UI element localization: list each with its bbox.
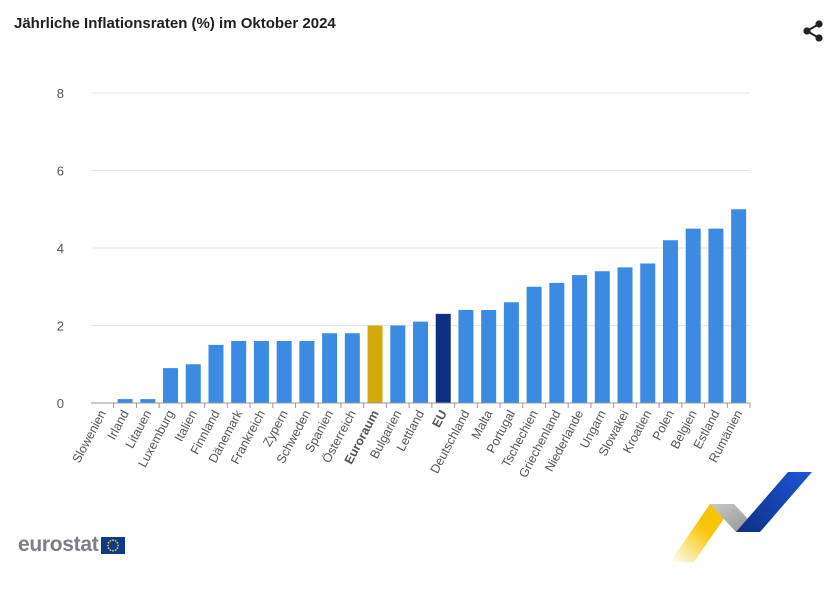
eurostat-logo: eurostat bbox=[18, 533, 126, 557]
bar-griechenland[interactable] bbox=[549, 282, 565, 403]
bar-bulgarien[interactable] bbox=[390, 325, 406, 404]
bar-slowakei[interactable] bbox=[617, 267, 633, 403]
bar-eu[interactable] bbox=[435, 313, 451, 403]
chart-title: Jährliche Inflationsraten (%) im Oktober… bbox=[14, 15, 336, 32]
bar-deutschland[interactable] bbox=[458, 310, 474, 403]
bar-italien[interactable] bbox=[185, 364, 201, 403]
bar-frankreich[interactable] bbox=[253, 341, 269, 403]
bar-chart: 0 2 4 6 8 SlowenienIrlandLitauenLuxemburgIta… bbox=[57, 86, 751, 480]
y-tick-label: 2 bbox=[57, 319, 64, 334]
decorative-ribbon bbox=[670, 472, 812, 562]
logo-text: eurostat bbox=[18, 533, 99, 556]
x-tick-label: EU bbox=[429, 408, 450, 430]
bar-estland[interactable] bbox=[708, 228, 724, 403]
y-tick-label: 8 bbox=[57, 86, 64, 101]
bar-zypern[interactable] bbox=[276, 341, 292, 403]
y-tick-label: 4 bbox=[57, 241, 64, 256]
bar-kroatien[interactable] bbox=[640, 263, 656, 404]
bar-tschechien[interactable] bbox=[526, 286, 542, 403]
bar-rumänien[interactable] bbox=[731, 209, 747, 403]
bar-finnland[interactable] bbox=[208, 344, 224, 403]
bar-belgien[interactable] bbox=[685, 228, 701, 403]
y-tick-label: 0 bbox=[57, 396, 64, 411]
bar-euroraum[interactable] bbox=[367, 325, 383, 404]
y-tick-label: 6 bbox=[57, 164, 64, 179]
bar-spanien[interactable] bbox=[322, 333, 338, 403]
bar-ungarn[interactable] bbox=[594, 271, 610, 403]
bar-luxemburg[interactable] bbox=[163, 368, 179, 403]
grid-lines: 0 2 4 6 8 bbox=[57, 86, 750, 411]
bar-österreich[interactable] bbox=[344, 333, 360, 403]
x-tick-label: Slowenien bbox=[70, 408, 109, 466]
tick-labels: SlowenienIrlandLitauenLuxemburgItalienFi… bbox=[70, 407, 746, 480]
bar-malta[interactable] bbox=[481, 310, 497, 403]
bar-portugal[interactable] bbox=[503, 302, 519, 403]
bar-litauen[interactable] bbox=[140, 399, 156, 403]
share-icon[interactable] bbox=[800, 18, 826, 44]
bar-niederlande[interactable] bbox=[572, 275, 588, 403]
bar-irland[interactable] bbox=[117, 399, 133, 403]
bar-lettland[interactable] bbox=[413, 321, 428, 403]
bar-dänemark[interactable] bbox=[231, 341, 247, 403]
x-axis bbox=[91, 402, 751, 408]
bar-polen[interactable] bbox=[662, 240, 678, 403]
bars bbox=[117, 209, 747, 404]
bar-schweden[interactable] bbox=[299, 341, 315, 403]
eu-flag-icon bbox=[101, 536, 126, 554]
